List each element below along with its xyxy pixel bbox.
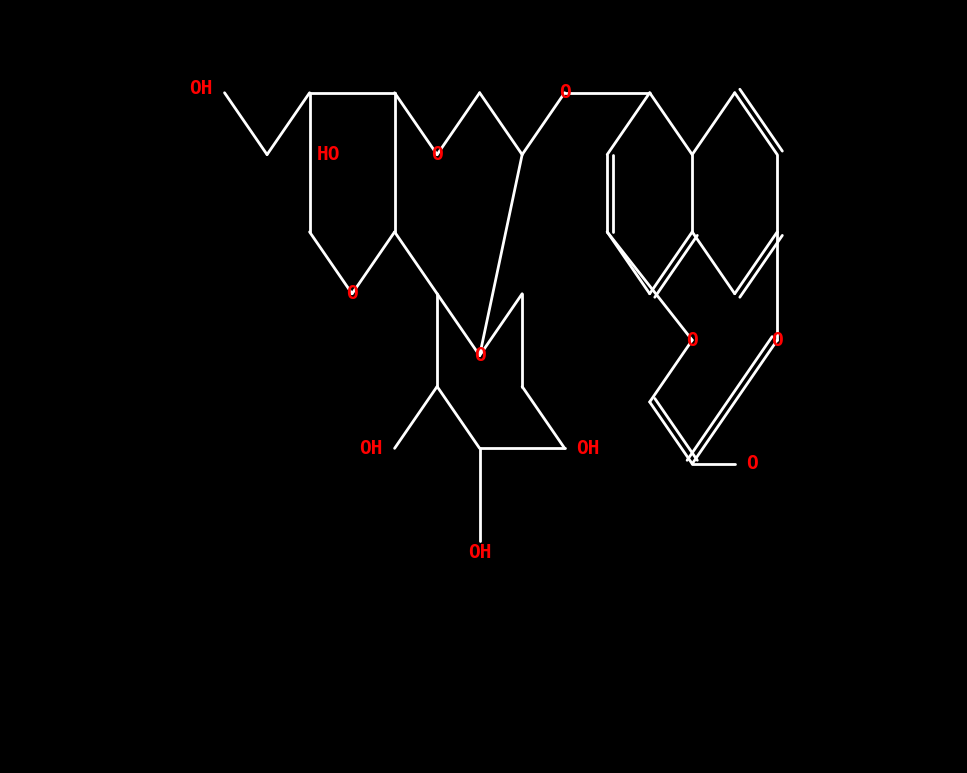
Text: HO: HO bbox=[317, 145, 340, 164]
Text: O: O bbox=[687, 331, 698, 349]
Text: OH: OH bbox=[190, 80, 213, 98]
Text: O: O bbox=[772, 331, 783, 349]
Text: OH: OH bbox=[468, 543, 491, 562]
Text: O: O bbox=[747, 455, 758, 473]
Text: O: O bbox=[431, 145, 443, 164]
Text: OH: OH bbox=[360, 439, 383, 458]
Text: OH: OH bbox=[576, 439, 600, 458]
Text: O: O bbox=[559, 83, 571, 102]
Text: O: O bbox=[474, 346, 485, 365]
Text: O: O bbox=[346, 284, 358, 303]
